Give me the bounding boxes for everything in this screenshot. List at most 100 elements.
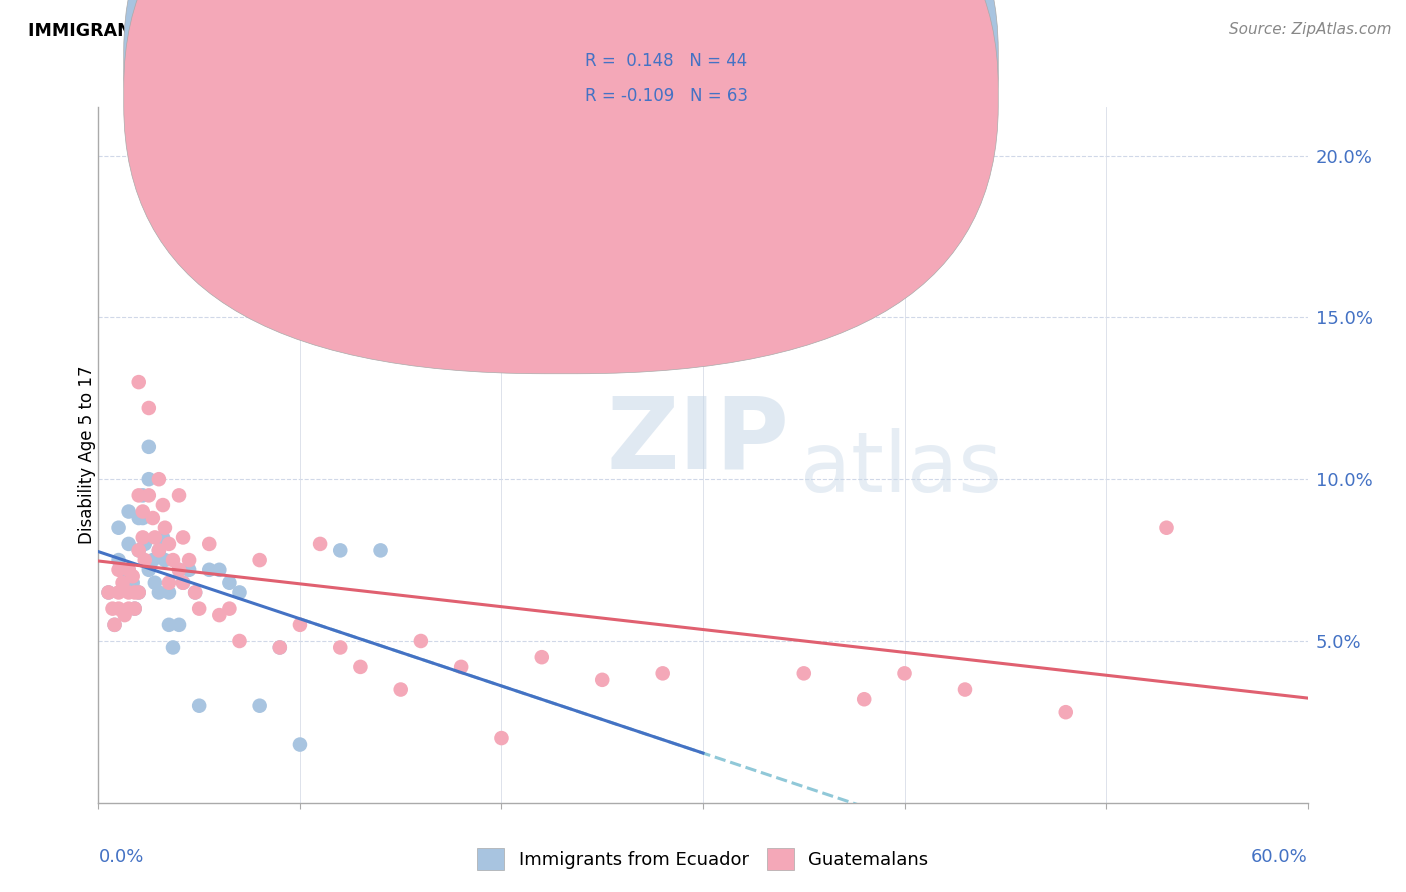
Point [208,608,231,623]
Point [188,698,211,713]
Point [167,563,190,577]
Point [138,401,160,415]
Text: Source: ZipAtlas.com: Source: ZipAtlas.com [1229,22,1392,37]
Point [107,601,129,615]
Point [148,585,170,599]
Point [132,504,155,518]
Point [157,575,180,590]
Point [134,537,156,551]
Point [793,666,815,681]
Text: R = -0.109   N = 63: R = -0.109 N = 63 [585,87,748,105]
Text: R =  0.148   N = 44: R = 0.148 N = 44 [585,52,747,70]
Point [651,666,673,681]
Point [1054,705,1077,719]
Point [124,601,146,615]
Point [111,575,134,590]
Point [148,543,170,558]
Point [172,531,194,545]
Point [103,617,125,632]
Point [853,692,876,706]
Point [128,543,150,558]
Text: ZIP: ZIP [606,392,789,490]
Point [591,673,613,687]
Point [111,563,134,577]
Point [692,294,714,309]
Point [172,575,194,590]
Point [118,601,141,615]
Point [409,634,432,648]
Point [172,575,194,590]
Point [97,585,120,599]
Point [530,650,553,665]
Point [167,563,190,577]
Point [228,634,250,648]
Point [142,553,165,567]
Point [188,601,211,615]
Point [148,543,170,558]
Point [309,537,332,551]
Point [208,563,231,577]
Point [370,543,392,558]
Point [97,585,120,599]
Point [184,585,207,599]
Point [128,488,150,502]
Point [157,537,180,551]
Point [143,531,166,545]
Point [128,585,150,599]
Point [1156,521,1178,535]
Text: 60.0%: 60.0% [1251,848,1308,866]
Point [118,585,141,599]
Text: 0.0%: 0.0% [98,848,143,866]
Point [138,472,160,486]
Point [218,575,240,590]
Point [179,553,201,567]
Point [124,585,146,599]
Point [218,601,240,615]
Point [107,553,129,567]
Point [132,488,155,502]
Point [198,537,221,551]
Point [152,531,174,545]
Point [118,563,141,577]
Point [389,682,412,697]
Point [329,543,352,558]
Point [138,563,160,577]
Point [138,440,160,454]
Text: IMMIGRANTS FROM ECUADOR VS GUATEMALAN DISABILITY AGE 5 TO 17 CORRELATION CHART: IMMIGRANTS FROM ECUADOR VS GUATEMALAN DI… [28,22,948,40]
Text: atlas: atlas [800,428,1001,509]
Legend: Immigrants from Ecuador, Guatemalans: Immigrants from Ecuador, Guatemalans [470,841,936,877]
Point [114,608,136,623]
Point [134,553,156,567]
Point [184,585,207,599]
Point [167,488,190,502]
Point [152,498,174,512]
Point [143,575,166,590]
Point [157,585,180,599]
Point [157,617,180,632]
Point [124,601,146,615]
Point [148,472,170,486]
Point [118,537,141,551]
Point [101,601,124,615]
Point [107,585,129,599]
Point [198,563,221,577]
Point [138,488,160,502]
Point [132,531,155,545]
Point [349,660,371,674]
Y-axis label: Disability Age 5 to 17: Disability Age 5 to 17 [79,366,96,544]
Point [142,511,165,525]
Point [162,553,184,567]
Point [128,543,150,558]
Point [329,640,352,655]
Point [179,563,201,577]
Point [128,511,150,525]
Point [153,521,176,535]
Point [118,563,141,577]
Point [132,511,155,525]
Point [103,617,125,632]
Point [450,660,472,674]
Point [269,640,291,655]
Point [249,553,271,567]
Point [288,617,311,632]
Point [107,521,129,535]
